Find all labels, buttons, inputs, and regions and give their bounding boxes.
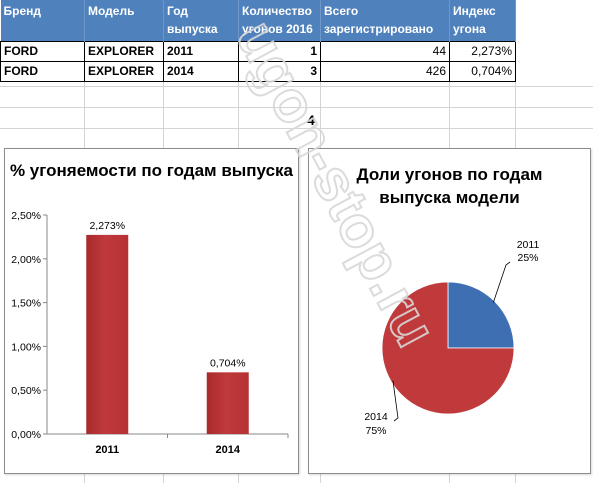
x-tick-label: 2014 — [216, 444, 241, 456]
cell-index[interactable]: 0,704% — [449, 60, 516, 82]
cell-registered[interactable]: 44 — [320, 40, 450, 62]
y-tick-label: 0,00% — [11, 429, 41, 441]
cell-thefts[interactable]: 3 — [238, 60, 321, 82]
table-row: FORD EXPLORER 2011 1 44 2,273% — [0, 40, 516, 62]
cell-brand[interactable]: FORD — [0, 60, 85, 82]
cell-model[interactable]: EXPLORER — [84, 40, 164, 62]
header-index[interactable]: Индекс угона — [449, 0, 516, 41]
header-registered[interactable]: Всего зарегистрировано — [320, 0, 450, 41]
table-row: FORD EXPLORER 2014 3 426 0,704% — [0, 60, 516, 82]
pie-slice — [447, 281, 515, 349]
bar — [86, 234, 129, 434]
y-tick-label: 0,50% — [11, 385, 41, 397]
y-tick-label: 2,00% — [11, 254, 41, 266]
bar — [206, 372, 249, 434]
pie-label-percent: 75% — [365, 425, 386, 437]
y-tick-label: 1,00% — [11, 341, 41, 353]
bar-chart-title: % угоняемости по годам выпуска — [9, 161, 294, 180]
header-brand[interactable]: Бренд — [0, 0, 85, 41]
pie-label-name: 2011 — [517, 239, 540, 251]
table-header-row: Бренд Модель Год выпуска Количество угон… — [0, 0, 516, 41]
cell-index[interactable]: 2,273% — [449, 40, 516, 62]
pie-label-percent: 25% — [517, 252, 538, 264]
cell-brand[interactable]: FORD — [0, 40, 85, 62]
cell-year[interactable]: 2011 — [163, 40, 239, 62]
total-thefts-cell[interactable]: 4 — [307, 112, 315, 128]
theft-data-table: Бренд Модель Год выпуска Количество угон… — [0, 0, 516, 82]
pie-slice — [381, 281, 515, 415]
header-thefts[interactable]: Количество угонов 2016 — [238, 0, 321, 41]
cell-year[interactable]: 2014 — [163, 60, 239, 82]
pie-chart-title: Доли угонов по годам выпуска модели — [356, 165, 543, 207]
bar-data-label: 0,704% — [210, 357, 246, 369]
y-tick-label: 2,50% — [11, 210, 41, 222]
pie-label-name: 2014 — [364, 411, 388, 423]
bar-chart-plot: 0,00% 0,50% 1,00% 1,50% 2,00% 2,50% 2,273% 2011… — [11, 210, 289, 456]
cell-thefts[interactable]: 1 — [238, 40, 321, 62]
cell-model[interactable]: EXPLORER — [84, 60, 164, 82]
pie-chart[interactable]: Доли угонов по годам выпуска модели 2011… — [308, 148, 591, 474]
bar-chart[interactable]: % угоняемости по годам выпуска 0,00% 0,50… — [4, 148, 299, 474]
pie-leader-line — [492, 261, 511, 303]
header-year[interactable]: Год выпуска — [163, 0, 239, 41]
pie-leader-line — [392, 380, 399, 422]
cell-registered[interactable]: 426 — [320, 60, 450, 82]
y-tick-label: 1,50% — [11, 298, 41, 310]
header-model[interactable]: Модель — [84, 0, 164, 41]
bar-data-label: 2,273% — [89, 220, 125, 232]
x-tick-label: 2011 — [95, 444, 119, 456]
